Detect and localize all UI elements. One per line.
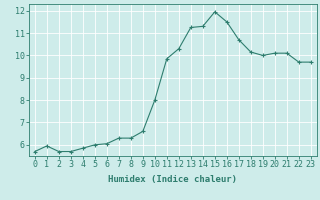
X-axis label: Humidex (Indice chaleur): Humidex (Indice chaleur) [108, 175, 237, 184]
